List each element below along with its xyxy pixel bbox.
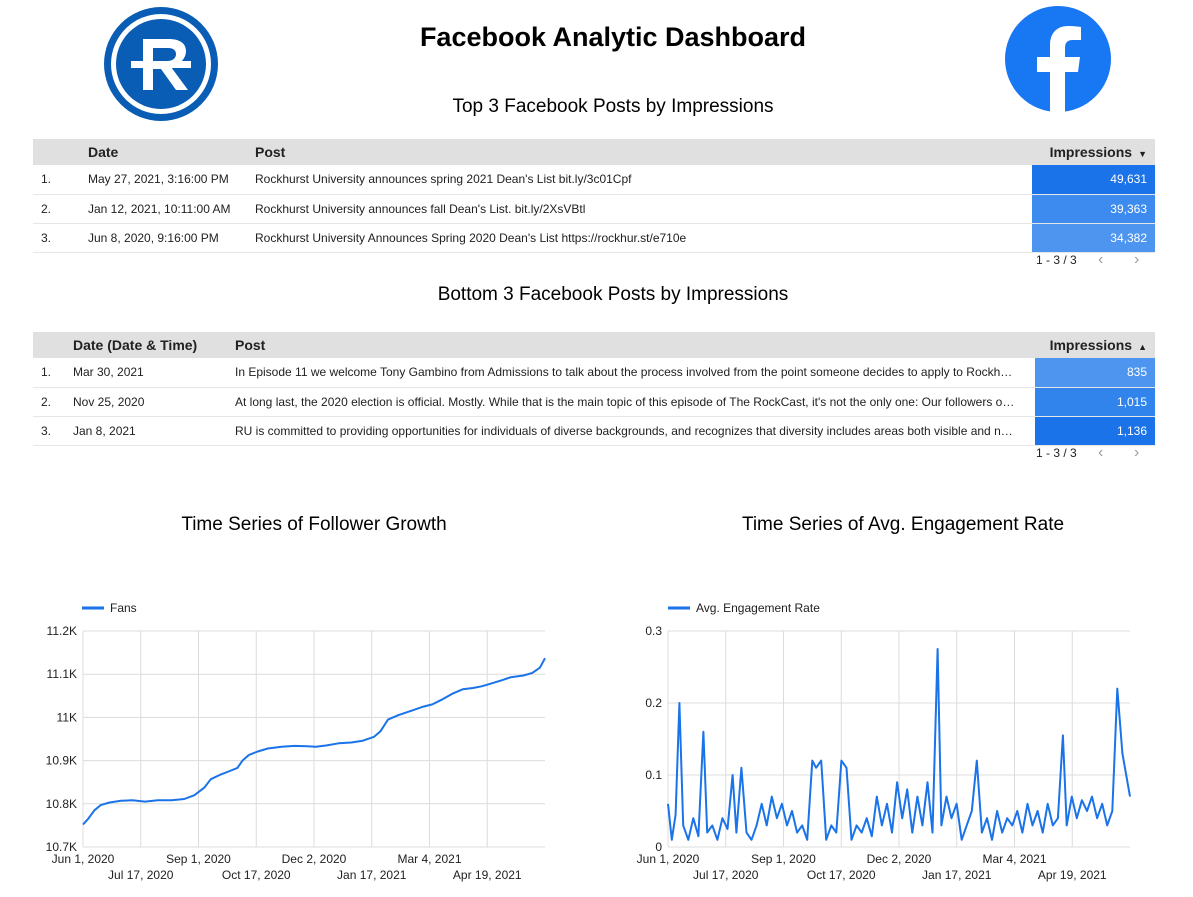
row-rank: 2. — [33, 194, 88, 224]
row-post: RU is committed to providing opportuniti… — [235, 416, 1035, 446]
top-posts-subtitle: Top 3 Facebook Posts by Impressions — [452, 96, 774, 117]
x-tick-label: Sep 1, 2020 — [751, 852, 816, 866]
x-tick-label: Oct 17, 2020 — [222, 868, 291, 882]
x-tick-label: Apr 19, 2021 — [1038, 868, 1107, 882]
follower-chart-title: Time Series of Follower Growth — [181, 514, 447, 535]
x-tick-label: Jun 1, 2020 — [637, 852, 700, 866]
table-row[interactable]: 3. Jan 8, 2021 RU is committed to provid… — [33, 416, 1155, 446]
row-rank: 1. — [33, 165, 88, 195]
table-row[interactable]: 2. Jan 12, 2021, 10:11:00 AM Rockhurst U… — [33, 194, 1155, 224]
y-tick-label: 11.1K — [47, 667, 77, 681]
table-row[interactable]: 3. Jun 8, 2020, 9:16:00 PM Rockhurst Uni… — [33, 223, 1155, 253]
row-post: Rockhurst University Announces Spring 20… — [255, 223, 1032, 253]
y-tick-label: 0 — [655, 840, 662, 854]
chevron-left-icon[interactable]: ‹ — [1098, 444, 1104, 461]
column-header-post[interactable]: Post — [235, 332, 1035, 358]
row-date: May 27, 2021, 3:16:00 PM — [88, 165, 255, 195]
row-impressions: 1,136 — [1035, 416, 1155, 446]
top-table-pager: 1 - 3 / 3 ‹ › — [1036, 251, 1156, 269]
x-tick-label: Sep 1, 2020 — [166, 852, 231, 866]
x-tick-label: Dec 2, 2020 — [282, 852, 347, 866]
x-tick-label: Oct 17, 2020 — [807, 868, 876, 882]
column-header-impressions[interactable]: Impressions ▼ — [1032, 139, 1155, 165]
bottom-table-pager: 1 - 3 / 3 ‹ › — [1036, 444, 1156, 462]
column-header-impressions-label: Impressions — [1049, 144, 1133, 160]
row-date: Jan 12, 2021, 10:11:00 AM — [88, 194, 255, 224]
y-tick-label: 11K — [57, 710, 77, 724]
column-header-rank — [33, 332, 73, 358]
y-tick-label: 0.2 — [645, 696, 662, 710]
row-impressions: 34,382 — [1032, 223, 1155, 253]
pager-label: 1 - 3 / 3 — [1036, 253, 1077, 267]
sort-ascending-icon[interactable]: ▲ — [1138, 342, 1147, 352]
bottom-posts-table: Date (Date & Time) Post Impressions ▲ 1. … — [33, 332, 1155, 446]
series-line — [667, 648, 1131, 841]
y-tick-label: 10.7K — [46, 840, 77, 854]
rockhurst-r-logo-icon — [103, 6, 219, 122]
table-row[interactable]: 1. Mar 30, 2021 In Episode 11 we welcome… — [33, 358, 1155, 388]
table-row[interactable]: 2. Nov 25, 2020 At long last, the 2020 e… — [33, 387, 1155, 417]
row-rank: 3. — [33, 416, 73, 446]
x-tick-label: Jan 17, 2021 — [337, 868, 407, 882]
top-posts-table: Date Post Impressions ▼ 1. May 27, 2021, … — [33, 139, 1155, 253]
row-rank: 1. — [33, 358, 73, 388]
column-header-rank — [33, 139, 88, 165]
column-header-impressions-label: Impressions — [1049, 337, 1133, 353]
row-date: Nov 25, 2020 — [73, 387, 235, 417]
y-tick-label: 10.9K — [46, 754, 77, 768]
x-tick-label: Dec 2, 2020 — [867, 852, 932, 866]
row-post: Rockhurst University announces spring 20… — [255, 165, 1032, 195]
engagement-rate-chart: 0 0.1 0.2 0.3 Jun 1, 2020 Jul 17, 2020 Sep 1, … — [637, 601, 1131, 882]
row-date: Jun 8, 2020, 9:16:00 PM — [88, 223, 255, 253]
bottom-posts-subtitle: Bottom 3 Facebook Posts by Impressions — [437, 284, 789, 305]
sort-descending-icon[interactable]: ▼ — [1138, 149, 1147, 159]
row-post: At long last, the 2020 election is offic… — [235, 387, 1035, 417]
x-tick-label: Mar 4, 2021 — [397, 852, 461, 866]
y-tick-label: 10.8K — [46, 797, 77, 811]
row-post: In Episode 11 we welcome Tony Gambino fr… — [235, 358, 1035, 388]
series-line — [82, 657, 546, 826]
column-header-impressions[interactable]: Impressions ▲ — [1035, 332, 1155, 358]
y-tick-label: 0.3 — [645, 624, 662, 638]
legend-label: Fans — [110, 601, 137, 615]
chevron-left-icon[interactable]: ‹ — [1098, 251, 1104, 268]
chevron-right-icon[interactable]: › — [1134, 251, 1140, 268]
table-header-row: Date (Date & Time) Post Impressions ▲ — [33, 332, 1155, 358]
row-post: Rockhurst University announces fall Dean… — [255, 194, 1032, 224]
row-date: Mar 30, 2021 — [73, 358, 235, 388]
chevron-right-icon[interactable]: › — [1134, 444, 1140, 461]
follower-growth-chart: 10.7K 10.8K 10.9K 11K 11.1K 11.2K Jun 1, 2020 J… — [46, 601, 546, 882]
column-header-date[interactable]: Date — [88, 139, 255, 165]
table-row[interactable]: 1. May 27, 2021, 3:16:00 PM Rockhurst Un… — [33, 165, 1155, 195]
y-tick-label: 0.1 — [645, 768, 662, 782]
row-impressions: 835 — [1035, 358, 1155, 388]
row-rank: 2. — [33, 387, 73, 417]
row-impressions: 1,015 — [1035, 387, 1155, 417]
pager-label: 1 - 3 / 3 — [1036, 446, 1077, 460]
table-header-row: Date Post Impressions ▼ — [33, 139, 1155, 165]
row-impressions: 39,363 — [1032, 194, 1155, 224]
x-tick-label: Apr 19, 2021 — [453, 868, 522, 882]
column-header-post[interactable]: Post — [255, 139, 1032, 165]
dashboard-title: Facebook Analytic Dashboard — [419, 22, 807, 52]
row-rank: 3. — [33, 223, 88, 253]
engagement-chart-title: Time Series of Avg. Engagement Rate — [741, 514, 1065, 535]
legend-label: Avg. Engagement Rate — [696, 601, 820, 615]
x-tick-label: Jul 17, 2020 — [108, 868, 174, 882]
x-tick-label: Jul 17, 2020 — [693, 868, 759, 882]
facebook-logo-icon — [1005, 6, 1111, 112]
x-tick-label: Jun 1, 2020 — [52, 852, 115, 866]
row-impressions: 49,631 — [1032, 165, 1155, 195]
row-date: Jan 8, 2021 — [73, 416, 235, 446]
y-tick-label: 11.2K — [47, 624, 77, 638]
x-tick-label: Jan 17, 2021 — [922, 868, 992, 882]
x-tick-label: Mar 4, 2021 — [982, 852, 1046, 866]
column-header-date[interactable]: Date (Date & Time) — [73, 332, 235, 358]
